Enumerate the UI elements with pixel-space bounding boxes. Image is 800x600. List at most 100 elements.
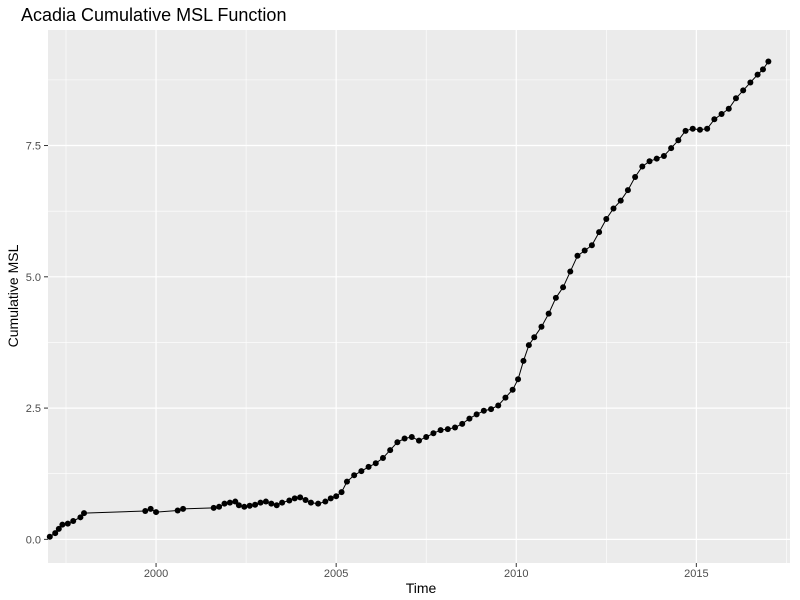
data-point: [574, 252, 581, 259]
tick-layer: 2000 2005 2010 2015 0.0 2.5 5.0 7.5: [26, 141, 709, 580]
data-point: [262, 498, 269, 505]
data-point: [216, 503, 223, 510]
data-point: [437, 427, 444, 434]
chart-title: Acadia Cumulative MSL Function: [21, 5, 286, 25]
data-point: [333, 493, 340, 500]
data-point: [241, 503, 248, 510]
data-point: [725, 105, 732, 112]
data-point: [268, 500, 275, 507]
data-point: [81, 510, 88, 517]
data-point: [689, 125, 696, 132]
data-point: [459, 420, 466, 427]
data-point: [696, 126, 703, 133]
data-point: [408, 433, 415, 440]
data-point: [46, 533, 53, 540]
y-tick-label: 7.5: [26, 141, 41, 153]
data-point: [394, 439, 401, 446]
data-point: [525, 342, 532, 349]
data-point: [603, 216, 610, 223]
data-point: [174, 507, 181, 514]
data-point: [567, 268, 574, 275]
data-point: [372, 460, 379, 467]
data-point: [538, 323, 545, 330]
data-point: [444, 426, 451, 433]
data-point: [180, 505, 187, 512]
data-point: [279, 499, 286, 506]
data-point: [365, 463, 372, 470]
data-point: [759, 66, 766, 73]
data-point: [515, 376, 522, 383]
data-point: [495, 402, 502, 409]
data-point: [675, 137, 682, 144]
data-point: [235, 502, 242, 509]
data-point: [552, 294, 559, 301]
data-point: [252, 501, 259, 508]
data-point: [286, 497, 293, 504]
data-point: [55, 525, 62, 532]
data-point: [307, 499, 314, 506]
data-point: [765, 58, 772, 65]
data-point: [682, 127, 689, 134]
data-point: [509, 386, 516, 393]
data-point: [221, 500, 228, 507]
data-point: [488, 406, 495, 413]
y-tick-label: 0.0: [26, 534, 41, 546]
data-point: [423, 433, 430, 440]
data-point: [668, 145, 675, 152]
data-point: [142, 508, 149, 515]
data-point: [660, 153, 667, 160]
data-point: [315, 500, 322, 507]
data-point: [64, 520, 71, 527]
data-point: [704, 125, 711, 132]
data-point: [646, 158, 653, 165]
data-point: [358, 468, 365, 475]
data-point: [430, 430, 437, 437]
data-point: [291, 495, 298, 502]
data-point: [653, 155, 660, 162]
data-point: [401, 435, 408, 442]
x-axis-label: Time: [406, 580, 437, 596]
x-tick-label: 2015: [684, 568, 708, 580]
data-point: [59, 521, 66, 528]
data-point: [531, 334, 538, 341]
data-point: [257, 499, 264, 506]
data-point: [639, 163, 646, 170]
data-point: [624, 187, 631, 194]
data-point: [232, 498, 239, 505]
data-point: [502, 394, 509, 401]
data-point: [452, 424, 459, 431]
data-point: [343, 478, 350, 485]
data-point: [718, 111, 725, 118]
data-point: [747, 79, 754, 86]
data-point: [338, 489, 345, 496]
y-tick-label: 5.0: [26, 272, 41, 284]
x-tick-label: 2010: [504, 568, 528, 580]
data-point: [416, 437, 422, 444]
series-layer: [46, 58, 772, 540]
data-point: [732, 95, 739, 102]
data-point: [297, 494, 304, 501]
data-point: [379, 454, 386, 461]
data-point: [153, 509, 160, 516]
x-tick-label: 2000: [144, 568, 168, 580]
x-tick-label: 2005: [324, 568, 348, 580]
data-point: [351, 472, 358, 479]
data-point: [210, 504, 217, 511]
data-point: [588, 242, 595, 249]
data-point: [273, 502, 280, 509]
data-point: [322, 498, 329, 505]
data-point: [740, 87, 747, 94]
data-point: [147, 505, 154, 512]
y-axis-label: Cumulative MSL: [5, 244, 21, 347]
data-point: [596, 229, 603, 236]
data-point: [520, 357, 527, 364]
data-point: [632, 174, 639, 181]
data-point: [327, 495, 334, 502]
data-point: [581, 247, 588, 254]
data-point: [545, 310, 552, 317]
data-point: [77, 514, 84, 521]
data-point: [387, 447, 394, 454]
data-point: [560, 284, 567, 291]
data-point: [70, 517, 77, 524]
